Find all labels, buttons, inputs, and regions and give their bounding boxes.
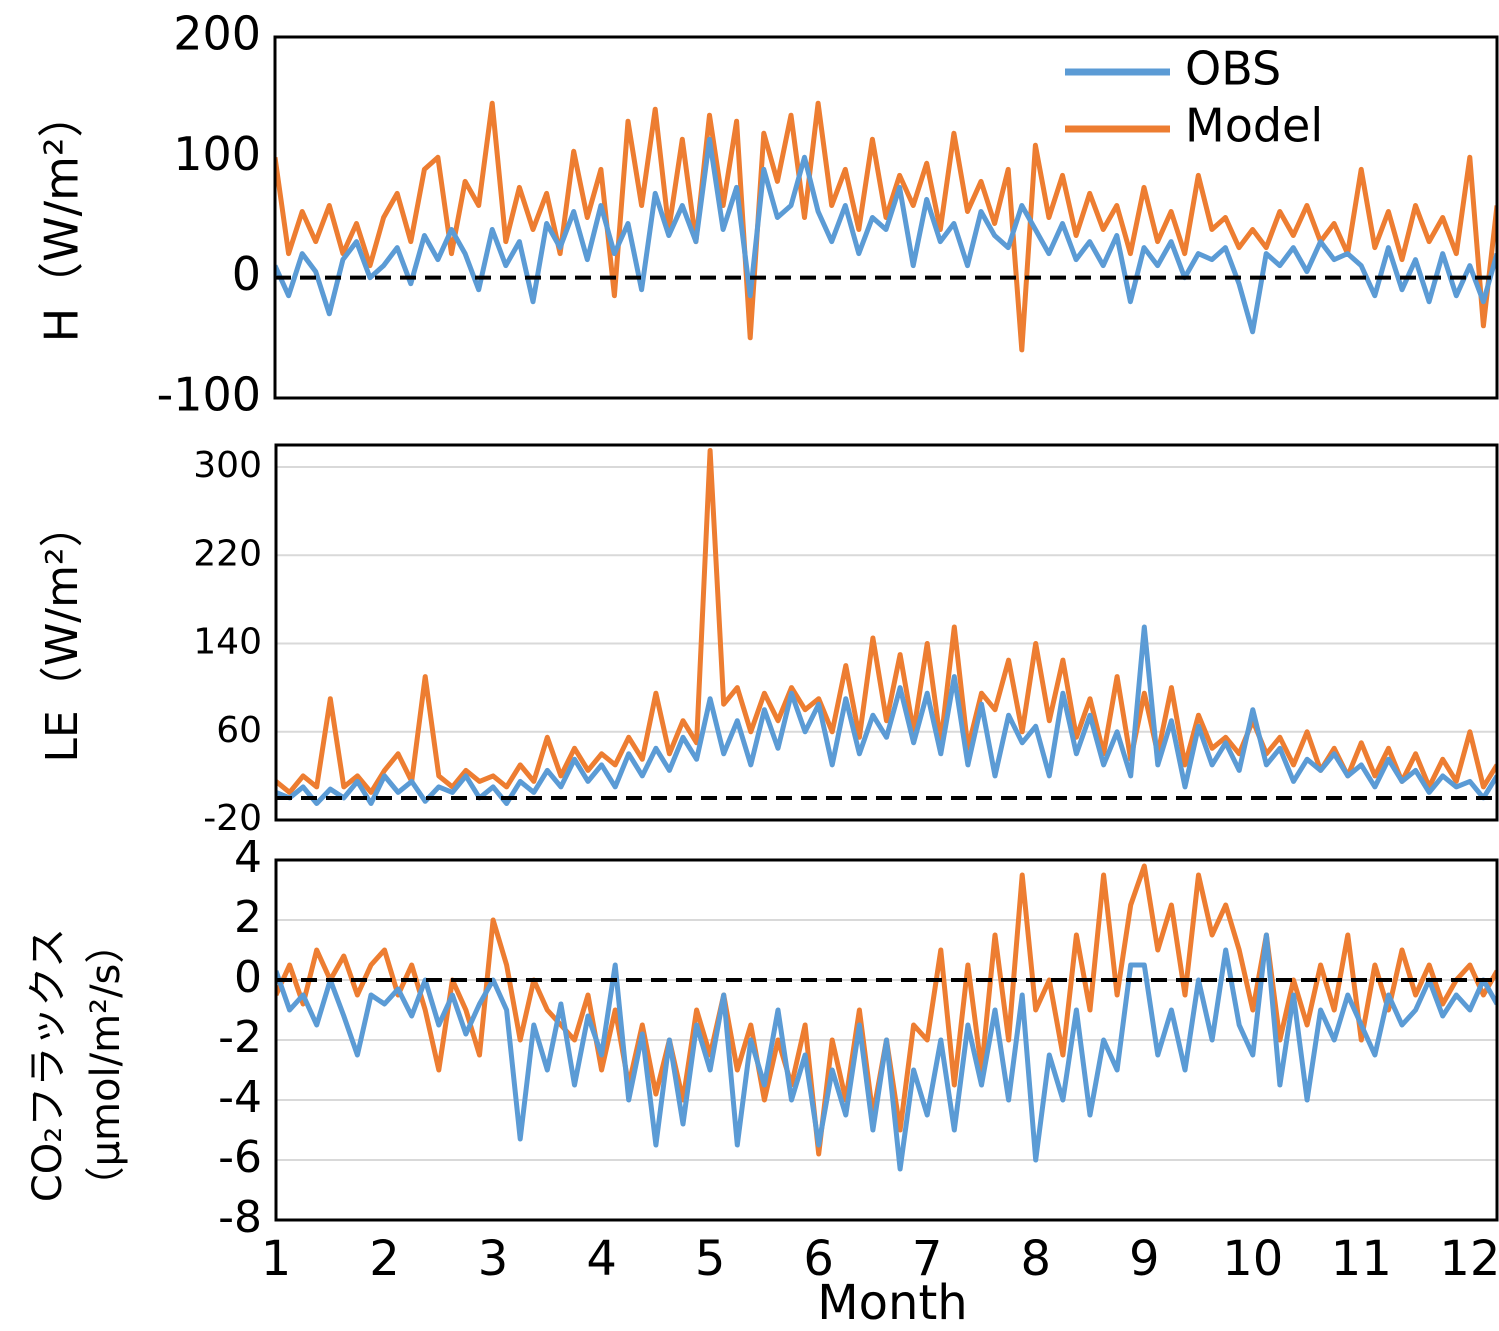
y-tick-label: 0	[234, 952, 262, 1003]
y-axis-label: CO₂フラックス	[25, 928, 71, 1202]
plot-lines	[276, 448, 1497, 806]
y-tick-label: -6	[218, 1132, 262, 1183]
x-axis-label: Month	[817, 1275, 967, 1331]
y-tick-label: -20	[203, 798, 262, 839]
x-tick-label: 12	[1439, 1231, 1499, 1287]
plot-lines	[275, 100, 1497, 353]
plot-lines	[276, 863, 1497, 1172]
y-tick-label: 2	[234, 892, 262, 943]
x-tick-label: 3	[478, 1231, 509, 1287]
x-tick-label: 1	[261, 1231, 292, 1287]
x-tick-label: 10	[1222, 1231, 1283, 1287]
x-tick-label: 6	[803, 1231, 834, 1287]
x-tick-label: 7	[912, 1231, 943, 1287]
y-tick-label: 0	[232, 247, 261, 301]
y-tick-label: -4	[218, 1072, 262, 1123]
y-axis-label: （μmol/m²/s）	[83, 924, 129, 1207]
legend-label: Model	[1185, 99, 1323, 153]
data-line	[275, 100, 1497, 353]
x-tick-label: 11	[1331, 1231, 1392, 1287]
x-tick-label: 2	[369, 1231, 400, 1287]
x-tick-label: 5	[695, 1231, 726, 1287]
legend-label: OBS	[1185, 42, 1281, 96]
y-tick-label: 300	[193, 445, 262, 486]
y-tick-label: 200	[173, 7, 261, 61]
plot-frame	[274, 858, 1499, 1222]
y-tick-label: 60	[216, 710, 262, 751]
y-axis-label: LE（W/m²）	[37, 503, 88, 762]
y-tick-label: 100	[173, 127, 261, 181]
data-line	[276, 932, 1497, 1172]
y-tick-label: 140	[193, 622, 262, 663]
x-tick-label: 9	[1129, 1231, 1160, 1287]
data-line	[276, 448, 1497, 795]
data-line	[275, 136, 1497, 335]
y-tick-label: -2	[218, 1012, 262, 1063]
plot-frame	[273, 35, 1499, 400]
plot-frame	[274, 443, 1499, 822]
y-tick-label: -100	[157, 368, 261, 422]
y-tick-label: 4	[234, 832, 262, 883]
y-axis-label: H（W/m²）	[35, 92, 89, 343]
x-tick-label: 4	[586, 1231, 617, 1287]
y-tick-label: -8	[218, 1192, 262, 1243]
y-tick-label: 220	[193, 533, 262, 574]
x-tick-label: 8	[1020, 1231, 1051, 1287]
